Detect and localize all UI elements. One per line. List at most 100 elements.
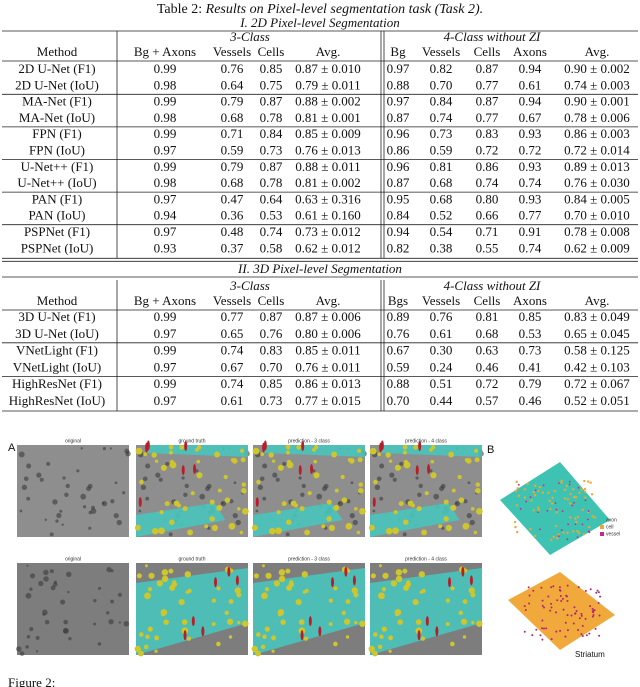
cell: 0.93 [519, 191, 542, 206]
cell: 0.42 ± 0.103 [564, 359, 630, 374]
texture [91, 505, 95, 510]
cell [160, 464, 167, 471]
cell: 0.79 [221, 159, 244, 174]
texture [26, 496, 31, 501]
vessel [577, 586, 580, 589]
texture [118, 621, 122, 624]
cell [173, 500, 180, 507]
texture [82, 505, 87, 509]
cell [556, 537, 559, 540]
vessel [562, 608, 565, 611]
cell [395, 569, 403, 576]
vessel [549, 609, 552, 612]
cell [154, 649, 158, 653]
cell [328, 598, 334, 603]
texture [39, 477, 44, 482]
cell: 0.63 ± 0.316 [295, 191, 361, 206]
cell [563, 488, 567, 492]
texture [199, 493, 206, 500]
cell: 0.90 ± 0.001 [564, 94, 630, 109]
column-header: Bg + Axons [134, 44, 196, 59]
cell: 0.86 [476, 159, 499, 174]
cell [357, 457, 363, 463]
cell [195, 447, 199, 452]
cell [523, 488, 527, 491]
vessel [310, 464, 314, 475]
cell: 0.63 [476, 343, 499, 358]
texture [53, 582, 58, 587]
cell [253, 573, 259, 579]
cell [252, 447, 260, 455]
cell [251, 645, 258, 653]
method-name: U-Net++ (F1) [21, 159, 94, 174]
cell [370, 573, 376, 579]
cell [381, 587, 387, 592]
cell: 0.88 ± 0.011 [295, 159, 360, 174]
vessel [537, 511, 539, 514]
cell [413, 445, 418, 450]
cell [163, 619, 169, 625]
cell: 0.79 [519, 376, 542, 391]
cell [553, 489, 556, 493]
cell: 0.54 [430, 224, 453, 239]
cell: 0.98 [154, 77, 177, 92]
texture [29, 587, 33, 591]
vessel [550, 606, 553, 609]
texture [19, 651, 25, 656]
vessel [591, 615, 594, 618]
cell [196, 459, 201, 464]
texture [16, 646, 22, 652]
cell [214, 451, 221, 458]
cell [304, 529, 311, 536]
texture [43, 569, 49, 576]
texture [42, 613, 46, 616]
texture [63, 619, 68, 625]
vessel [557, 535, 560, 538]
texture [282, 461, 287, 466]
cell: 0.82 [387, 240, 410, 255]
vessel [540, 627, 543, 630]
cell: 0.94 [519, 94, 542, 109]
texture [352, 519, 358, 526]
cell [404, 459, 408, 464]
cell [148, 572, 155, 579]
cell [576, 515, 580, 519]
vessel [145, 442, 149, 453]
texture [463, 499, 468, 504]
cell [541, 491, 544, 494]
cell [475, 487, 481, 494]
cell [216, 641, 221, 647]
vessel [415, 465, 419, 476]
vessel [557, 482, 560, 485]
cell: 0.74 [476, 175, 499, 190]
texture [65, 483, 70, 489]
cell [462, 599, 468, 605]
cell [403, 519, 409, 525]
cell: 0.68 [430, 175, 453, 190]
image-title: original [65, 556, 81, 562]
cell [395, 575, 403, 583]
vessel [558, 586, 561, 589]
cell: 0.55 [476, 240, 499, 255]
cell [398, 501, 404, 507]
method-name: PSPNet (IoU) [21, 240, 94, 255]
texture [50, 585, 56, 591]
cell: 0.99 [154, 376, 177, 391]
cell [378, 592, 385, 600]
vessel [191, 616, 195, 627]
cell: 0.62 ± 0.012 [295, 240, 361, 255]
cell [515, 530, 519, 534]
cell [443, 499, 449, 505]
column-header: Cells [258, 44, 285, 59]
cell [144, 564, 148, 568]
vessel [227, 566, 231, 577]
vessel [594, 627, 597, 630]
cell: 0.71 [476, 224, 499, 239]
texture [235, 519, 241, 526]
texture [195, 469, 199, 473]
cell: 0.53 [260, 208, 283, 223]
cell [583, 479, 586, 483]
cell: 0.81 [476, 309, 499, 324]
vessel [541, 638, 544, 641]
